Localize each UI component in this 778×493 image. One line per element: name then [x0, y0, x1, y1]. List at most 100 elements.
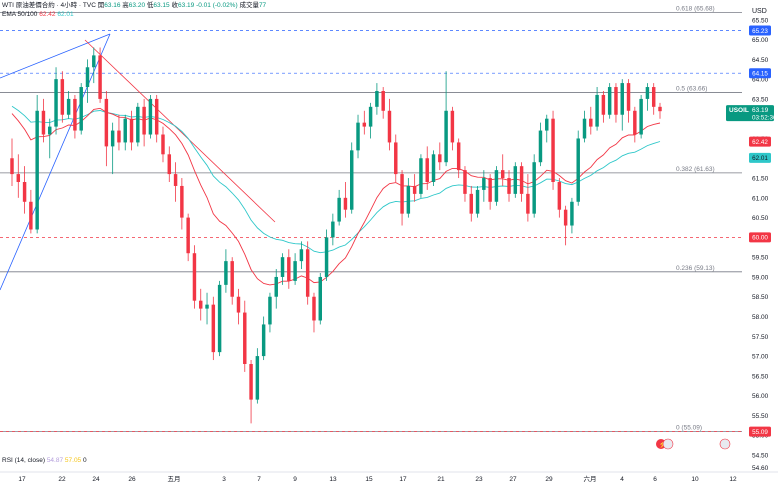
- candle-body: [305, 249, 310, 297]
- high-label: 高: [122, 2, 129, 9]
- candle-body: [589, 118, 593, 127]
- candle-body: [545, 118, 549, 131]
- y-tick-label: 58.00: [752, 314, 769, 321]
- candle-body: [10, 158, 14, 175]
- high-value: 63.20: [128, 2, 146, 9]
- candle-body: [343, 197, 348, 210]
- symbol-header: WTI 原油差價合約 · 4小時 · TVC 開63.16 高63.20 低63…: [2, 2, 266, 10]
- close-value: 63.19: [177, 2, 195, 9]
- fib-level-label: 0.382 (61.63): [676, 166, 715, 173]
- candle-body: [375, 91, 379, 107]
- candle-body: [651, 87, 656, 107]
- candle-body: [538, 130, 543, 163]
- volume-label: 成交量: [239, 2, 259, 9]
- candle-body: [387, 110, 392, 143]
- last-price-value: 63.19: [752, 107, 769, 114]
- ema50-price-tag-bg: [749, 136, 771, 147]
- x-tick-label: 21: [437, 476, 445, 483]
- candle-body: [92, 55, 96, 68]
- x-axis: 17 22 24 26 五月 3 7 9 13 15 17 21 23 27 29 六月 4 6 10 12: [18, 474, 737, 483]
- last-price-countdown: 03:52:36: [752, 115, 777, 122]
- candle-body: [299, 249, 304, 262]
- symbol-title[interactable]: WTI 原油差價合約 · 4小時 · TVC: [2, 2, 96, 9]
- candle-body: [192, 253, 197, 301]
- fib-layer: 0.618 (65.68) 0.5 (63.66) 0.382 (61.63) 0.2…: [0, 6, 742, 433]
- candle-body: [287, 257, 291, 281]
- ema100-value: 62.01: [57, 11, 74, 18]
- hline-price-tag: 55.09: [752, 429, 768, 436]
- candle-body: [419, 158, 423, 194]
- candle-body: [29, 201, 33, 230]
- candle-body: [412, 185, 417, 194]
- x-tick-label: 10: [691, 476, 699, 483]
- candle-body: [243, 312, 247, 364]
- candle-body: [337, 197, 341, 222]
- x-tick-label: 12: [729, 476, 737, 483]
- candle-body: [22, 182, 27, 202]
- candle-body: [488, 178, 492, 202]
- candle-body: [217, 284, 222, 353]
- y-tick-label: 64.50: [752, 57, 769, 64]
- candle-body: [368, 106, 373, 127]
- x-tick-label: 17: [18, 476, 26, 483]
- candle-body: [312, 296, 316, 321]
- x-tick-label: 22: [58, 476, 66, 483]
- candle-body: [494, 170, 499, 202]
- candle-body: [324, 237, 329, 277]
- candle-body: [123, 118, 127, 143]
- y-tick-label: 60.50: [752, 215, 769, 222]
- candle-body: [507, 178, 511, 194]
- candle-body: [500, 170, 505, 179]
- candle-body: [406, 185, 411, 214]
- candle-body: [318, 276, 323, 321]
- candle-body: [199, 300, 203, 309]
- x-tick-label: 9: [293, 476, 297, 483]
- hline-price-tag-bg: [749, 68, 771, 79]
- candle-body: [639, 98, 643, 135]
- candle-body: [117, 130, 121, 143]
- candle-body: [110, 130, 115, 147]
- rsi-label: RSI (14, close): [2, 457, 45, 464]
- fib-level-label: 0.5 (63.66): [676, 86, 707, 93]
- candle-body: [224, 261, 228, 285]
- y-tick-label: 56.00: [752, 393, 769, 400]
- us-flag-icon[interactable]: [662, 438, 674, 450]
- hline-price-tag: 64.15: [752, 70, 768, 77]
- us-flag-icon-2[interactable]: [719, 438, 731, 450]
- candle-body: [331, 221, 335, 238]
- price-tags: 65.23 64.15 60.00 55.09 62.42 62.01 USOIL 63.19…: [726, 25, 777, 437]
- candle-body: [456, 142, 461, 171]
- rsi-extra-value: 0: [83, 457, 87, 464]
- open-label: 開: [97, 2, 105, 9]
- candle-body: [230, 261, 234, 297]
- y-tick-label: 54.50: [752, 453, 769, 460]
- candle-body: [658, 106, 662, 112]
- ema50-value: 62.42: [39, 11, 56, 18]
- candle-body: [148, 98, 153, 135]
- candle-body: [85, 67, 90, 88]
- red-trendline[interactable]: [84, 39, 276, 223]
- candle-body: [129, 118, 134, 143]
- candle-body: [563, 209, 568, 226]
- x-tick-label: 29: [545, 476, 553, 483]
- y-tick-label: 64.00: [752, 77, 769, 84]
- rsi-axis-label: 54.60: [752, 465, 769, 472]
- low-value: 63.15: [153, 2, 170, 9]
- ema-legend[interactable]: EMA 50/100 62.42 62.01: [2, 11, 74, 19]
- rsi-legend[interactable]: RSI (14, close) 54.87 57.05 0: [2, 457, 87, 465]
- candle-body: [526, 193, 530, 214]
- candle-body: [450, 110, 455, 143]
- candle-body: [513, 166, 518, 194]
- rsi-value: 54.87: [46, 457, 64, 464]
- candle-body: [469, 193, 473, 214]
- y-tick-label: 61.00: [752, 195, 769, 202]
- candle-body: [620, 83, 624, 115]
- candle-body: [205, 304, 209, 309]
- blue-trendline-2[interactable]: [0, 33, 111, 79]
- x-tick-label: 26: [128, 476, 136, 483]
- hline-layer: [0, 30, 742, 433]
- candle-body: [614, 87, 618, 115]
- blue-trendline[interactable]: [0, 33, 111, 291]
- fib-level-label: 0.618 (65.68): [676, 6, 715, 13]
